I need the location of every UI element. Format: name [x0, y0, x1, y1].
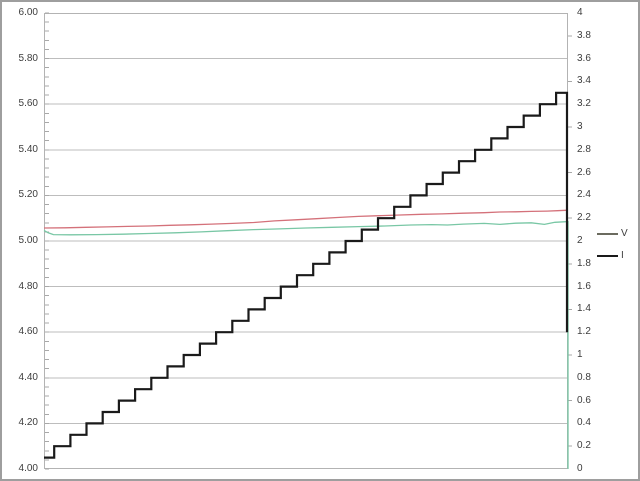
legend-label-v: V	[621, 228, 628, 239]
legend-item-i: I	[597, 245, 628, 267]
left-axis-tick-label: 4.60	[18, 326, 38, 338]
right-axis-tick-label: 2.4	[577, 189, 591, 201]
left-axis-tick-label: 4.00	[18, 463, 38, 474]
series-v-line	[43, 209, 569, 229]
legend-label-i: I	[621, 250, 624, 261]
right-axis-tick-label: 1	[577, 349, 583, 360]
right-axis-tick-label: 0.2	[577, 440, 591, 452]
series-v2-line	[43, 220, 569, 469]
left-axis-tick-label: 5.40	[18, 143, 38, 155]
left-axis-tick-label: 4.80	[18, 280, 38, 292]
left-axis-tick-label: 5.00	[18, 235, 38, 246]
right-axis-tick-label: 4	[577, 7, 583, 18]
legend-item-v: V	[597, 223, 628, 245]
right-axis-tick-label: 1.6	[577, 280, 591, 292]
left-axis-tick-label: 6.00	[18, 7, 38, 18]
right-axis-tick-label: 2.8	[577, 143, 591, 155]
legend-line-v	[597, 233, 618, 235]
right-axis-tick-label: 3	[577, 121, 583, 132]
legend: V I	[597, 223, 628, 267]
right-axis-tick-label: 3.2	[577, 98, 591, 110]
right-axis-tick-label: 3.8	[577, 29, 591, 41]
right-axis-tick-label: 0.8	[577, 371, 591, 383]
right-axis-tick-label: 3.6	[577, 52, 591, 64]
right-axis-tick-label: 2.6	[577, 166, 591, 178]
right-axis-tick-label: 1.8	[577, 257, 591, 269]
right-axis-tick-label: 0.4	[577, 417, 591, 429]
left-axis-tick-label: 5.20	[18, 189, 38, 201]
legend-line-i	[597, 255, 618, 257]
right-axis-tick-label: 3.4	[577, 75, 591, 87]
right-axis-tick-label: 2	[577, 235, 583, 246]
right-axis-tick-label: 0.6	[577, 394, 591, 406]
right-axis-tick-label: 0	[577, 463, 583, 474]
left-axis-tick-label: 5.60	[18, 98, 38, 110]
left-axis-tick-label: 5.80	[18, 52, 38, 64]
right-axis-tick-label: 1.2	[577, 326, 591, 338]
right-axis-tick-label: 1.4	[577, 303, 591, 315]
right-axis-tick-label: 2.2	[577, 212, 591, 224]
left-axis-tick-label: 4.40	[18, 371, 38, 383]
left-axis-tick-label: 4.20	[18, 417, 38, 429]
series-i-line	[44, 91, 569, 459]
